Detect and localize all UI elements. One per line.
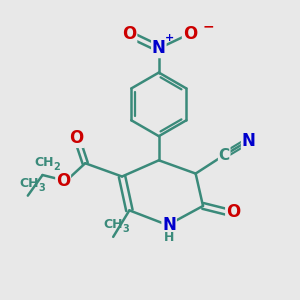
Text: H: H xyxy=(164,231,174,244)
Text: O: O xyxy=(122,25,136,43)
Text: C: C xyxy=(219,148,230,163)
Text: N: N xyxy=(242,132,256,150)
Text: N: N xyxy=(162,216,176,234)
Text: O: O xyxy=(183,25,197,43)
Text: CH: CH xyxy=(34,155,54,169)
Text: O: O xyxy=(69,129,83,147)
Text: −: − xyxy=(202,20,214,34)
Text: N: N xyxy=(152,39,166,57)
Text: 3: 3 xyxy=(38,183,45,193)
Text: +: + xyxy=(165,33,175,43)
Text: O: O xyxy=(56,172,70,190)
Text: 2: 2 xyxy=(53,162,60,172)
Text: O: O xyxy=(226,203,240,221)
Text: CH: CH xyxy=(20,177,39,190)
Text: 3: 3 xyxy=(122,224,129,234)
Text: CH: CH xyxy=(103,218,123,231)
